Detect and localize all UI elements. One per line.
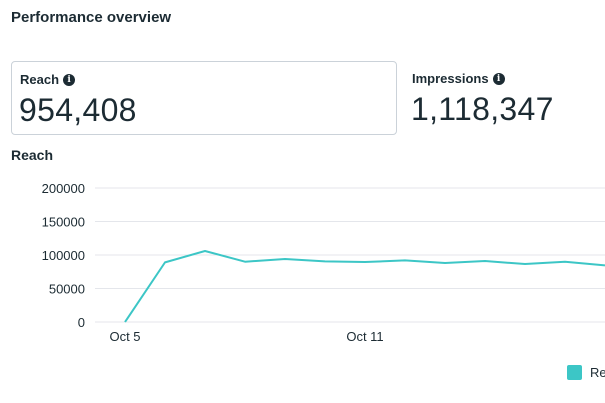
metric-label-text: Impressions [412, 71, 489, 86]
y-tick-label: 50000 [49, 282, 85, 297]
chart-legend[interactable]: Reach [567, 365, 605, 380]
y-tick-label: 200000 [42, 181, 85, 196]
info-icon[interactable]: i [63, 73, 76, 86]
x-tick-label: Oct 5 [109, 329, 140, 344]
data-point [439, 257, 451, 269]
info-icon[interactable]: i [492, 72, 505, 85]
y-tick-label: 100000 [42, 248, 85, 263]
metric-card-impressions[interactable]: Impressions i 1,118,347 [404, 61, 604, 135]
metric-label-text: Reach [20, 72, 60, 87]
metric-value-impressions: 1,118,347 [411, 91, 554, 127]
data-point [359, 256, 371, 268]
x-tick-label: Oct 11 [346, 329, 383, 344]
data-point [119, 316, 131, 328]
reach-line-chart: 0 50000 100000 150000 200000 Oct 5 Oct 11 [42, 181, 605, 344]
data-point [319, 255, 331, 267]
data-point [159, 256, 171, 268]
metric-label-reach: Reach i [20, 72, 76, 87]
data-point [239, 256, 251, 268]
y-tick-label: 0 [78, 315, 85, 330]
metric-card-reach[interactable]: Reach i 954,408 [11, 61, 397, 135]
reach-series-line [124, 249, 605, 323]
metric-label-impressions: Impressions i [412, 71, 505, 86]
data-point [599, 259, 605, 271]
metric-value-reach: 954,408 [19, 92, 137, 128]
data-point [199, 245, 211, 257]
data-point [559, 256, 571, 268]
data-point [519, 258, 531, 270]
data-point [279, 253, 291, 265]
legend-label: Reach [590, 365, 605, 380]
data-point [399, 254, 411, 266]
chart-title: Reach [11, 147, 54, 163]
page-title: Performance overview [11, 9, 172, 26]
data-point [479, 255, 491, 267]
legend-swatch [567, 365, 582, 380]
y-tick-label: 150000 [42, 215, 85, 230]
